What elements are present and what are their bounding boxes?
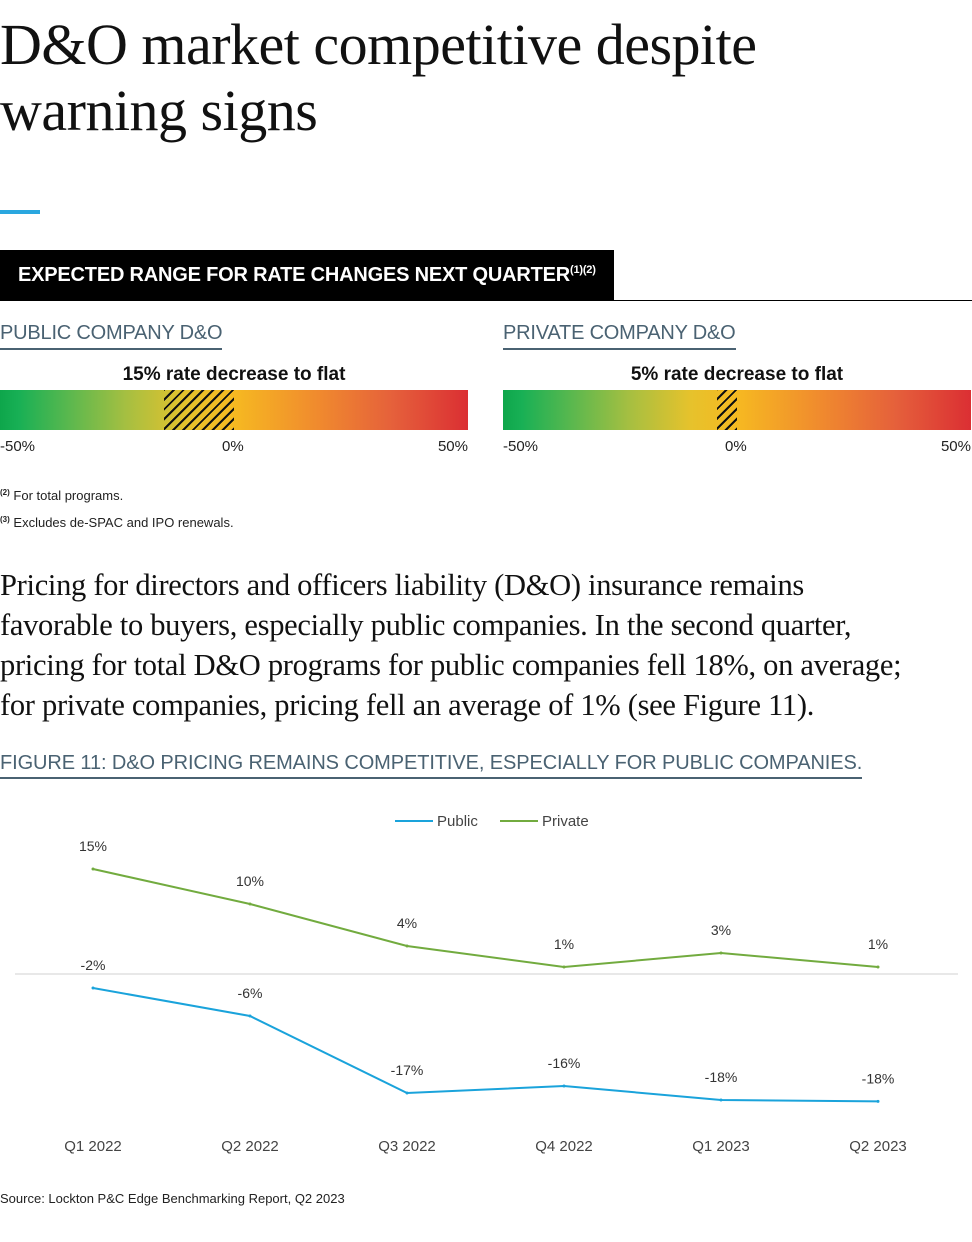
section-rule [614,300,972,301]
public-gauge-mid-tick: 0% [222,438,244,455]
public-gauge-range-hatch [163,390,234,430]
public-gauge-min-tick: -50% [0,438,36,455]
body-line-3: pricing for total D&O programs for publi… [0,648,902,682]
series-line-private [92,868,879,969]
public-gauge-max-tick: 50% [437,438,468,455]
footnote-2-text: For total programs. [13,488,124,503]
public-gauge-bar [0,390,468,430]
page-title-line-1: D&O market competitive despite [0,12,757,77]
public-gauge-label: PUBLIC COMPANY D&O [0,322,223,350]
accent-rule [0,210,40,214]
data-point-public-1 [248,1014,252,1018]
page-title: D&O market competitive despite warning s… [0,12,960,144]
data-label-public-4: -18% [705,1069,738,1085]
public-gauge: PUBLIC COMPANY D&O 15% rate decrease to … [0,322,468,455]
body-line-2: favorable to buyers, especially public c… [0,608,852,642]
data-label-public-1: -6% [238,985,263,1001]
data-label-public-2: -17% [391,1062,424,1078]
data-point-public-0 [91,986,95,990]
footnote-3-text: Excludes de-SPAC and IPO renewals. [13,515,234,530]
data-label-private-4: 3% [711,922,731,938]
private-gauge: PRIVATE COMPANY D&O 5% rate decrease to … [503,322,971,455]
data-point-private-4 [719,951,723,955]
x-tick-label-0: Q1 2022 [64,1138,122,1155]
public-gauge-caption: 15% rate decrease to flat [122,364,346,385]
body-line-1: Pricing for directors and officers liabi… [0,568,804,602]
private-gauge-label: PRIVATE COMPANY D&O [503,322,736,350]
data-point-public-4 [719,1098,723,1102]
legend-label-private: Private [542,813,589,830]
footnote-3-marker: (3) [0,515,10,524]
data-label-public-5: -18% [862,1070,895,1086]
x-tick-label-2: Q3 2022 [378,1138,436,1155]
x-tick-label-4: Q1 2023 [692,1138,750,1155]
x-tick-label-3: Q4 2022 [535,1138,593,1155]
data-label-private-5: 1% [868,936,888,952]
legend-label-public: Public [437,813,478,830]
data-point-public-5 [876,1099,880,1103]
section-heading: EXPECTED RANGE FOR RATE CHANGES NEXT QUA… [0,250,614,301]
source-note: Source: Lockton P&C Edge Benchmarking Re… [0,1191,345,1206]
footnote-2: (2) For total programs. [0,488,123,503]
data-point-public-3 [562,1084,566,1088]
footnote-3: (3) Excludes de-SPAC and IPO renewals. [0,515,234,530]
data-label-public-3: -16% [548,1055,581,1071]
private-gauge-max-tick: 50% [940,438,971,455]
data-label-private-1: 10% [236,873,264,889]
data-label-private-3: 1% [554,936,574,952]
data-point-private-3 [562,965,566,969]
data-point-private-5 [876,965,880,969]
private-gauge-mid-tick: 0% [725,438,747,455]
section-heading-superscript: (1)(2) [569,264,596,276]
series-line-public [92,987,879,1103]
data-label-private-0: 15% [79,838,107,854]
body-line-4: for private companies, pricing fell an a… [0,688,815,722]
pricing-line-chart: -2% -6% -17% -16% -18% -18% 15% 10% 4% 1% 3% 1% Q1 2… [15,813,958,1155]
figure-title: FIGURE 11: D&O PRICING REMAINS COMPETITI… [0,752,862,779]
data-label-private-2: 4% [397,915,417,931]
data-point-public-2 [405,1091,409,1095]
page-title-line-2: warning signs [0,78,318,143]
x-tick-label-1: Q2 2022 [221,1138,279,1155]
private-gauge-caption: 5% rate decrease to flat [630,364,844,385]
data-label-public-0: -2% [81,957,106,973]
private-gauge-min-tick: -50% [503,438,539,455]
data-point-private-0 [91,867,95,871]
footnote-2-marker: (2) [0,488,10,497]
x-tick-label-5: Q2 2023 [849,1138,907,1155]
private-gauge-range-hatch [716,390,737,430]
data-point-private-1 [248,902,252,906]
private-gauge-bar [503,390,971,430]
data-point-private-2 [405,944,409,948]
body-paragraph: Pricing for directors and officers liabi… [0,565,972,725]
section-heading-text: EXPECTED RANGE FOR RATE CHANGES NEXT QUA… [18,264,570,286]
